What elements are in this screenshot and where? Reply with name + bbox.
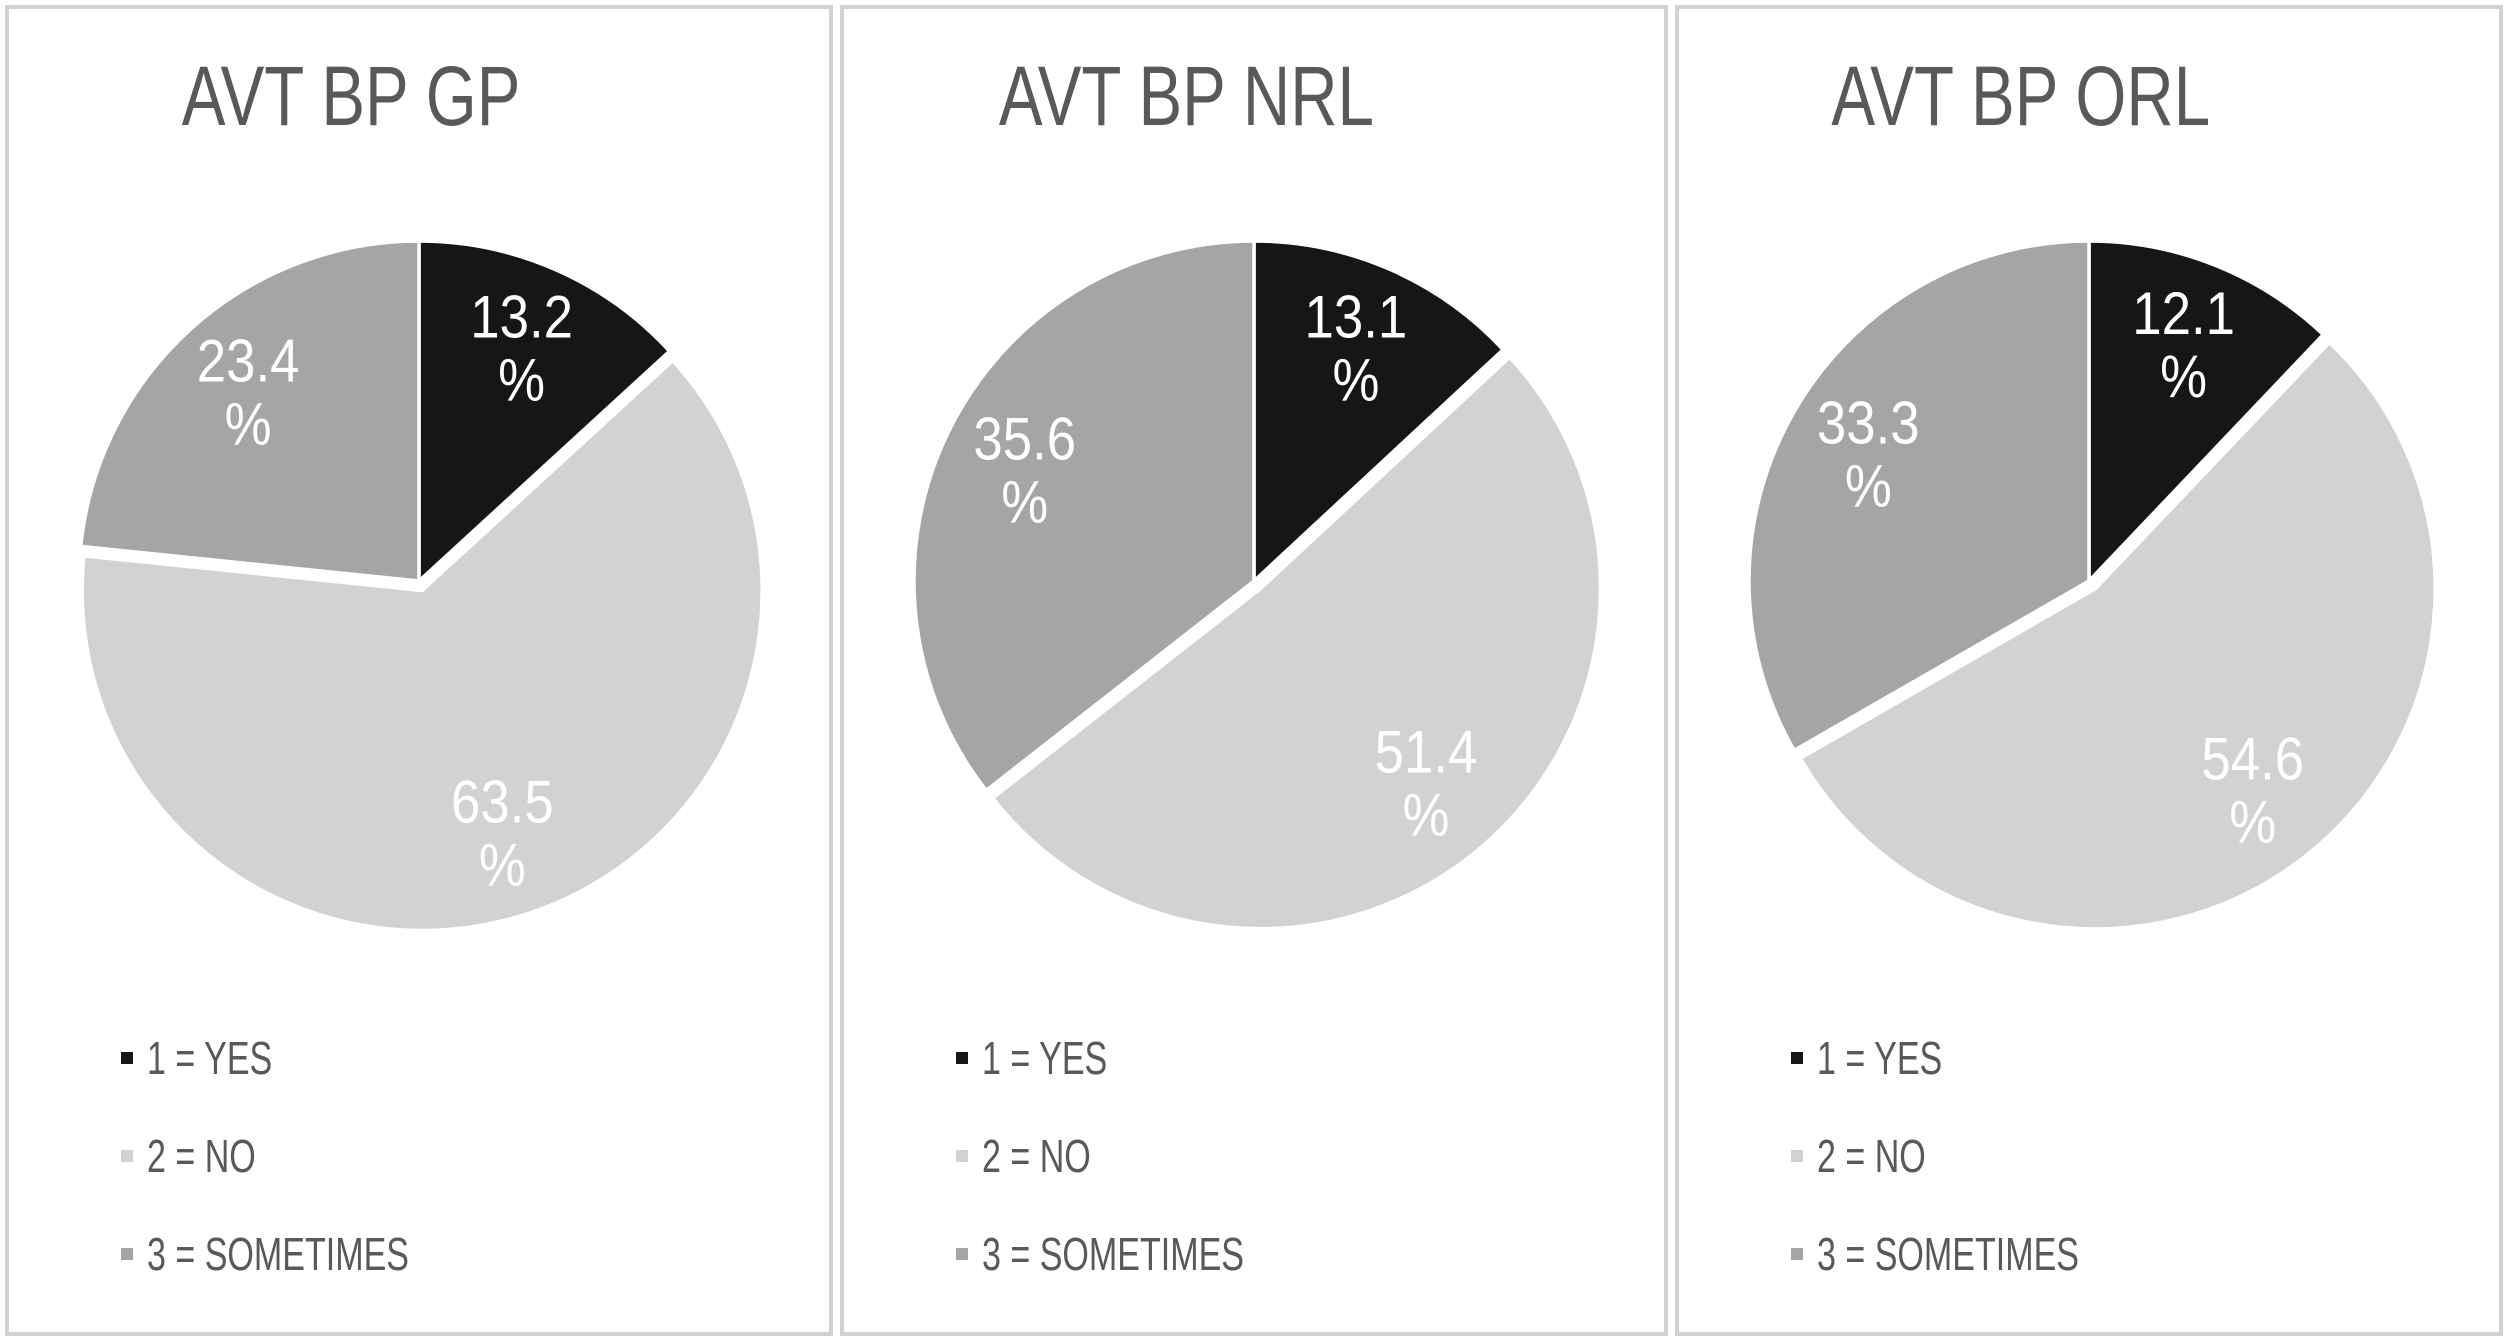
slice-data-label: 12.1% bbox=[2132, 280, 2235, 410]
legend-label: 1 = YES bbox=[1817, 1032, 1943, 1084]
legend-swatch-no bbox=[1791, 1150, 1803, 1162]
legend-swatch-yes bbox=[121, 1052, 133, 1064]
pie-slice-sometimes bbox=[78, 239, 421, 583]
pie-panel: AVT BP NRL 13.1% 51.4% 35.6% 1 = YES 2 = N… bbox=[840, 5, 1668, 1336]
legend: 1 = YES 2 = NO 3 = SOMETIMES bbox=[956, 1031, 1336, 1281]
legend-label: 3 = SOMETIMES bbox=[1817, 1228, 2079, 1280]
pie-slice-yes bbox=[1252, 239, 1506, 586]
legend-item: 2 = NO bbox=[1791, 1129, 2171, 1183]
slice-data-label: 33.3% bbox=[1817, 389, 1920, 519]
chart-title: AVT BP ORL bbox=[1831, 49, 2211, 143]
pie-svg: 13.2 % 63.5 % 23.4% bbox=[78, 239, 764, 933]
legend-label: 2 = NO bbox=[1817, 1130, 1926, 1182]
slice-data-label: 23.4% bbox=[197, 328, 300, 458]
pie-slice-yes bbox=[2087, 239, 2326, 586]
legend-item: 3 = SOMETIMES bbox=[1791, 1227, 2171, 1281]
pie-slice-no bbox=[990, 354, 1603, 931]
pie-panel: AVT BP GP 13.2% 63.5% 23.4% 1 = YES 2 = NO… bbox=[5, 5, 833, 1336]
legend-label: 2 = NO bbox=[147, 1130, 256, 1182]
legend-item: 2 = NO bbox=[121, 1129, 501, 1183]
pie-slice-sometimes bbox=[1747, 239, 2091, 753]
slice-data-label: 35.6% bbox=[973, 405, 1076, 535]
slice-data-label: 54.6% bbox=[2201, 725, 2304, 855]
pie-slice-no bbox=[1797, 340, 2437, 931]
legend-label: 1 = YES bbox=[982, 1032, 1108, 1084]
pie-slice-no bbox=[80, 358, 764, 933]
slice-data-label: 13.2% bbox=[470, 283, 573, 413]
legend-item: 1 = YES bbox=[1791, 1031, 2171, 1085]
pie-svg: 13.1 % 51.4 % 35.6% bbox=[912, 239, 1603, 931]
pie-svg: 12.1 % 54.6 % 33.3% bbox=[1747, 239, 2437, 931]
slice-data-label: 51.4% bbox=[1375, 718, 1478, 848]
pie-slice-yes bbox=[417, 239, 673, 585]
legend-label: 3 = SOMETIMES bbox=[147, 1228, 409, 1280]
legend-swatch-no bbox=[956, 1150, 968, 1162]
legend-item: 3 = SOMETIMES bbox=[121, 1227, 501, 1281]
legend-swatch-sometimes bbox=[121, 1248, 133, 1260]
legend-item: 1 = YES bbox=[956, 1031, 1336, 1085]
legend: 1 = YES 2 = NO 3 = SOMETIMES bbox=[1791, 1031, 2171, 1281]
pie-slice-sometimes bbox=[912, 239, 1256, 793]
slice-data-label: 13.1% bbox=[1305, 283, 1408, 413]
legend-swatch-no bbox=[121, 1150, 133, 1162]
chart-title: AVT BP NRL bbox=[998, 49, 1374, 143]
legend-item: 1 = YES bbox=[121, 1031, 501, 1085]
slice-data-label: 63.5% bbox=[451, 768, 554, 898]
chart-title: AVT BP GP bbox=[181, 49, 521, 143]
legend-item: 2 = NO bbox=[956, 1129, 1336, 1183]
legend-label: 2 = NO bbox=[982, 1130, 1091, 1182]
pie-panel: AVT BP ORL 12.1% 54.6% 33.3% 1 = YES 2 = N… bbox=[1675, 5, 2503, 1336]
legend-item: 3 = SOMETIMES bbox=[956, 1227, 1336, 1281]
legend-label: 1 = YES bbox=[147, 1032, 273, 1084]
legend-label: 3 = SOMETIMES bbox=[982, 1228, 1244, 1280]
legend-swatch-yes bbox=[1791, 1052, 1803, 1064]
legend: 1 = YES 2 = NO 3 = SOMETIMES bbox=[121, 1031, 501, 1281]
legend-swatch-yes bbox=[956, 1052, 968, 1064]
legend-swatch-sometimes bbox=[1791, 1248, 1803, 1260]
legend-swatch-sometimes bbox=[956, 1248, 968, 1260]
